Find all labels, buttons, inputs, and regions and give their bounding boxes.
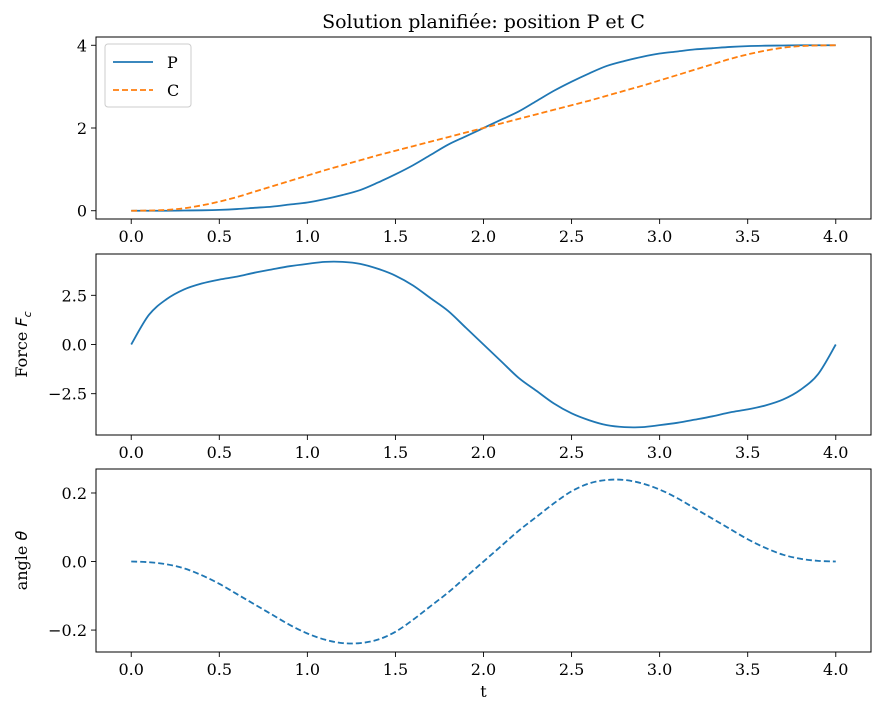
- x-tick-label: 0.5: [207, 443, 232, 462]
- y-axis-label-math: θ: [12, 531, 31, 541]
- x-tick-label: 3.0: [647, 443, 672, 462]
- x-axis-label: t: [480, 682, 487, 701]
- axes-frame: [95, 468, 872, 653]
- x-tick-label: 2.0: [471, 227, 496, 246]
- x-tick-label: 0.5: [207, 660, 232, 679]
- subplot-2: 0.0 0.5 1.0 1.5 2.0 2.5 3.0 3.5 4.0 2.5 0.0 −2.5 For…: [12, 253, 872, 462]
- x-tick-label: 2.5: [559, 443, 584, 462]
- y-tick-label: 2: [77, 119, 87, 138]
- legend-frame: [104, 43, 192, 108]
- axes-frame: [95, 36, 872, 220]
- legend: PC: [104, 43, 192, 108]
- subplot-3: 0.0 0.5 1.0 1.5 2.0 2.5 3.0 3.5 4.0 0.2 0.0 −0.2 t an…: [12, 468, 872, 701]
- x-tick-label: 1.0: [295, 443, 320, 462]
- chart-title: Solution planifiée: position P et C: [322, 11, 645, 33]
- x-tick-label: 1.0: [295, 660, 320, 679]
- x-tick-label: 1.0: [295, 227, 320, 246]
- y-tick-label: 0: [77, 202, 87, 221]
- y-axis-label-text: Force: [12, 327, 31, 378]
- x-tick-label: 1.5: [383, 227, 408, 246]
- y-tick-label: 0.0: [62, 336, 87, 355]
- x-tick-label: 3.5: [735, 660, 760, 679]
- x-tick-label: 1.5: [383, 443, 408, 462]
- axes-frame: [95, 253, 872, 436]
- x-tick-label: 0.0: [119, 443, 144, 462]
- x-tick-label: 1.5: [383, 660, 408, 679]
- y-tick-label: −0.2: [48, 621, 87, 640]
- series-line-theta: [131, 478, 836, 645]
- subplot-1: 0.0 0.5 1.0 1.5 2.0 2.5 3.0 3.5 4.0 0 2 4 Solution p…: [77, 11, 872, 246]
- legend-label: C: [167, 81, 179, 100]
- y-axis-label: Force Fc: [12, 311, 34, 377]
- x-tick-label: 4.0: [823, 443, 848, 462]
- x-tick-label: 3.0: [647, 660, 672, 679]
- x-tick-label: 3.5: [735, 443, 760, 462]
- x-tick-label: 3.5: [735, 227, 760, 246]
- y-tick-label: 0.0: [62, 553, 87, 572]
- x-tick-label: 0.0: [119, 660, 144, 679]
- x-tick-label: 3.0: [647, 227, 672, 246]
- y-axis-label: angle θ: [12, 531, 31, 591]
- y-axis-label-text: angle: [12, 541, 31, 591]
- y-tick-label: 2.5: [62, 286, 87, 305]
- x-tick-label: 4.0: [823, 660, 848, 679]
- y-axis-label-math: F: [12, 317, 31, 327]
- y-tick-label: 4: [77, 36, 87, 55]
- y-tick-label: −2.5: [48, 385, 87, 404]
- x-tick-label: 4.0: [823, 227, 848, 246]
- y-tick-label: 0.2: [62, 484, 87, 503]
- x-tick-label: 2.5: [559, 227, 584, 246]
- series-line-Fc: [130, 260, 837, 429]
- x-tick-label: 0.5: [207, 227, 232, 246]
- series-line-C: [131, 44, 836, 212]
- x-tick-label: 2.0: [471, 443, 496, 462]
- legend-label: P: [167, 53, 178, 72]
- x-tick-label: 2.0: [471, 660, 496, 679]
- y-axis-label-sub: c: [21, 311, 34, 317]
- x-tick-label: 2.5: [559, 660, 584, 679]
- x-tick-label: 0.0: [119, 227, 144, 246]
